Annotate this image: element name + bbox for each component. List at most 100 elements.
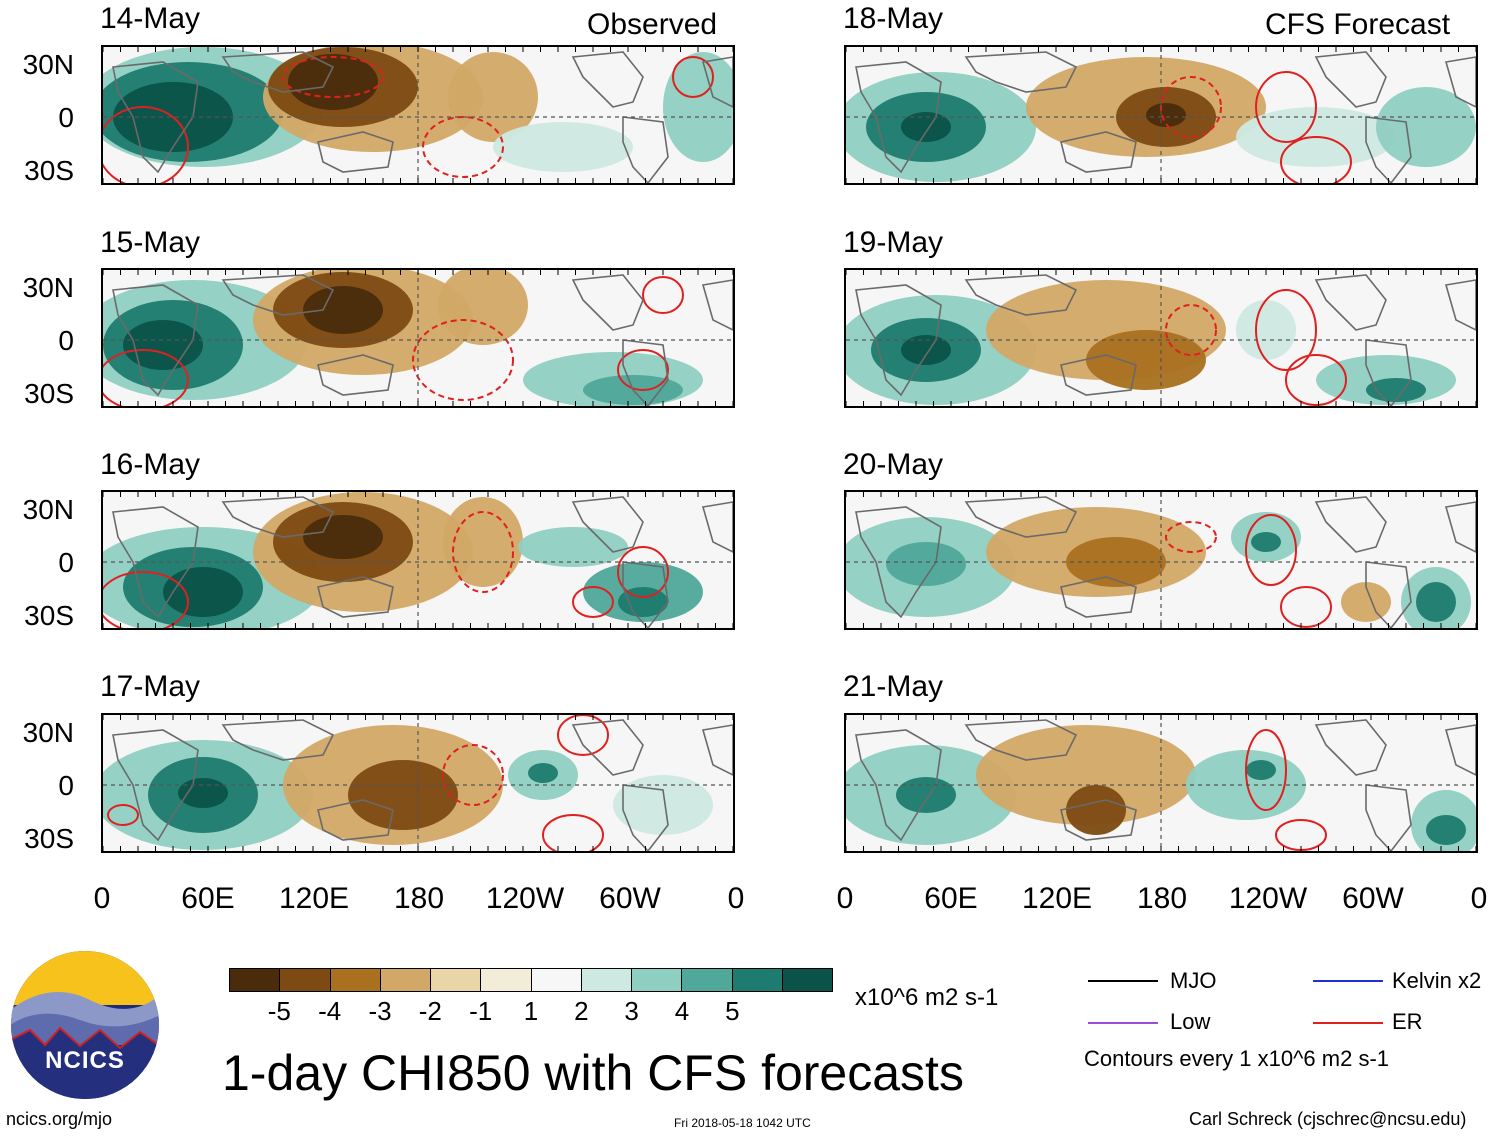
footer-url[interactable]: ncics.org/mjo	[6, 1109, 113, 1129]
anomaly-region	[901, 112, 951, 142]
anomaly-region	[1066, 537, 1166, 587]
anomaly-region	[1146, 103, 1186, 127]
er-contour	[557, 715, 609, 756]
anomaly-region	[1246, 760, 1276, 780]
lat-0-row3: 0	[58, 547, 74, 578]
map-field-obs-2	[103, 270, 733, 406]
coastline	[1314, 274, 1387, 331]
anomaly-region	[1236, 300, 1296, 360]
er-contour	[1165, 521, 1217, 553]
lon-label-left-60w: 60W	[599, 882, 661, 915]
date-label-fcst-3: 20-May	[843, 448, 944, 481]
coastline	[701, 279, 733, 331]
map-panel-obs-2	[101, 268, 735, 408]
anomaly-region	[1066, 785, 1126, 835]
coastline	[701, 56, 733, 108]
legend-line-er	[1313, 1022, 1383, 1024]
anomaly-region	[901, 335, 951, 365]
map-field-fcst-1	[846, 47, 1476, 183]
lon-label-left-60e: 60E	[181, 882, 235, 915]
coastline	[1444, 279, 1476, 331]
footer-author: Carl Schreck (cjschrec@ncsu.edu)	[1189, 1109, 1467, 1129]
colorbar-tick-label: 1	[523, 996, 539, 1026]
coastline	[221, 719, 335, 761]
colorbar-swatch	[682, 969, 733, 991]
coastline	[317, 799, 394, 841]
coastline	[622, 339, 669, 406]
colorbar-tick-label: 2	[574, 996, 589, 1026]
map-field-fcst-3	[846, 492, 1476, 628]
er-contour	[672, 56, 714, 98]
colorbar-swatch	[632, 969, 683, 991]
coastline	[571, 496, 644, 553]
anomaly-region	[1341, 582, 1391, 622]
er-contour	[1245, 729, 1287, 811]
date-label-fcst-2: 19-May	[843, 226, 944, 259]
anomaly-region	[438, 270, 528, 345]
coastline	[221, 51, 335, 93]
er-contour	[642, 276, 684, 314]
colorbar-tick-label: -5	[267, 996, 291, 1026]
figure-title: 1-day CHI850 with CFS forecasts	[222, 1045, 964, 1101]
lon-label-left-0-end: 0	[727, 882, 745, 915]
colorbar-swatch	[732, 969, 783, 991]
lat-30s-row1: 30S	[24, 155, 74, 186]
coastline	[317, 354, 394, 396]
coastline	[964, 51, 1078, 93]
colorbar-swatch	[230, 969, 281, 991]
lat-30n-row3: 30N	[22, 494, 74, 525]
anomaly-region	[518, 527, 628, 567]
coastline	[571, 274, 644, 331]
anomaly-region	[123, 320, 203, 370]
colorbar-swatch	[782, 969, 832, 991]
anomaly-region	[448, 52, 538, 142]
er-contour	[282, 56, 384, 98]
colorbar	[229, 968, 833, 992]
anomaly-region	[1426, 815, 1466, 845]
er-contour	[1255, 71, 1317, 143]
coastline	[622, 561, 669, 628]
map-panel-obs-4	[101, 713, 735, 853]
footer-timestamp: Fri 2018-05-18 1042 UTC	[674, 1116, 811, 1130]
anomaly-region	[163, 567, 243, 617]
er-contour	[1280, 586, 1332, 628]
colorbar-swatch	[280, 969, 331, 991]
coastline	[221, 496, 335, 538]
anomaly-region	[303, 515, 383, 559]
map-field-obs-1	[103, 47, 733, 183]
coastline	[855, 61, 942, 174]
colorbar-tick-label: -1	[469, 996, 493, 1026]
colorbar-swatch	[431, 969, 482, 991]
map-field-fcst-4	[846, 715, 1476, 851]
date-label-fcst-1: 18-May	[843, 2, 944, 35]
coastline	[855, 506, 942, 619]
er-contour	[107, 804, 139, 826]
er-contour	[1165, 304, 1217, 356]
colorbar-swatch	[330, 969, 381, 991]
er-contour	[1275, 819, 1327, 851]
er-contour	[1255, 289, 1317, 371]
er-contour	[1245, 514, 1297, 586]
map-panel-fcst-1	[844, 45, 1478, 185]
lon-label-right-120w: 120W	[1228, 882, 1308, 915]
legend-label-low: Low	[1170, 1009, 1211, 1034]
coastline	[571, 719, 644, 776]
er-contour	[103, 571, 189, 628]
lat-30n-row4: 30N	[22, 717, 74, 748]
coastline	[1444, 56, 1476, 108]
cfs-forecast-label: CFS Forecast	[1265, 8, 1451, 41]
colorbar-tick-label: -4	[318, 996, 342, 1026]
er-contour	[452, 511, 514, 593]
lat-0-row1: 0	[58, 102, 74, 133]
coastline	[1314, 51, 1387, 108]
lat-30s-row2: 30S	[24, 378, 74, 409]
legend-label-er: ER	[1392, 1009, 1423, 1034]
legend-note: Contours every 1 x10^6 m2 s-1	[1084, 1046, 1390, 1071]
colorbar-tick-label: 5	[725, 996, 740, 1026]
er-contour	[617, 546, 669, 598]
colorbar-tick-label: -3	[368, 996, 392, 1026]
anomaly-region	[1251, 532, 1281, 552]
er-contour	[103, 106, 189, 183]
coastline	[855, 284, 942, 397]
legend-line-mjo	[1088, 980, 1158, 982]
